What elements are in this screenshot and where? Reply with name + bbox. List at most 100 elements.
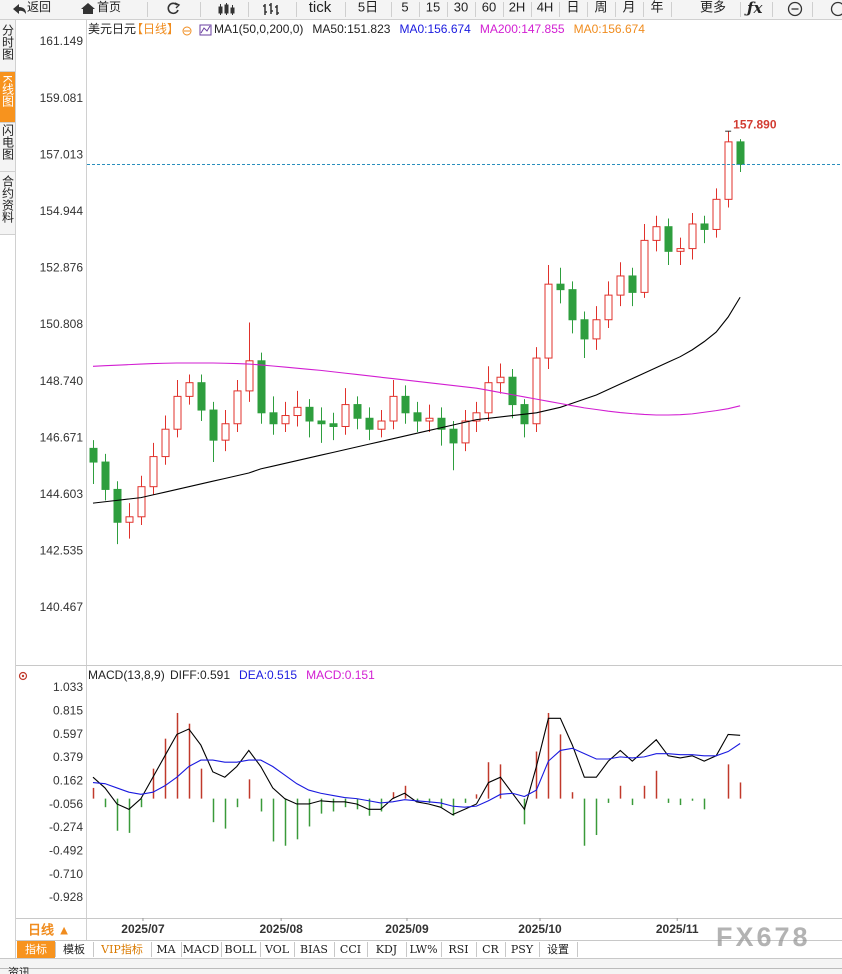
toolbar-item[interactable]: 2H bbox=[509, 0, 526, 14]
home-button[interactable]: 首页 bbox=[97, 0, 121, 14]
candle-body bbox=[425, 417, 434, 422]
candle-body bbox=[496, 376, 505, 384]
toolbar-item[interactable]: tick bbox=[309, 0, 332, 16]
x-tick-label: 2025/08 bbox=[259, 922, 303, 936]
zoom-out-icon[interactable] bbox=[787, 1, 803, 17]
toolbar-item[interactable]: 4H bbox=[537, 0, 554, 14]
collapse-icon[interactable] bbox=[182, 26, 192, 36]
candle-body bbox=[125, 516, 134, 523]
indicator-tab[interactable]: CCI bbox=[340, 943, 361, 956]
indicator-tab[interactable]: 模板 bbox=[63, 942, 85, 956]
sidebar-tab[interactable]: K线图 bbox=[1, 75, 15, 107]
footer-text: 资讯 bbox=[8, 966, 30, 974]
indicator-tab[interactable]: KDJ bbox=[376, 943, 397, 956]
period-button[interactable]: 日线 ▲ bbox=[28, 922, 70, 937]
legend-item: MA0:156.674 bbox=[574, 22, 646, 36]
indicator-tab[interactable]: LW% bbox=[409, 943, 437, 956]
zoom-in-icon[interactable] bbox=[830, 1, 842, 17]
y-tick-label: 146.671 bbox=[40, 430, 84, 444]
candle-body bbox=[305, 406, 314, 422]
candle-body bbox=[377, 420, 386, 430]
candle-body bbox=[113, 488, 122, 523]
candle-body bbox=[389, 395, 398, 422]
indicator-tab[interactable]: BIAS bbox=[300, 943, 328, 956]
indicator-tab[interactable]: MA bbox=[156, 943, 176, 956]
candle-body bbox=[317, 420, 326, 425]
sidebar-tab[interactable]: 分时图 bbox=[1, 24, 15, 60]
candle-body bbox=[161, 428, 170, 458]
macd-line bbox=[92, 717, 741, 816]
x-tick-label: 2025/11 bbox=[656, 922, 699, 936]
toolbar-item[interactable]: 更多 bbox=[700, 0, 726, 14]
x-tick-label: 2025/07 bbox=[121, 922, 165, 936]
toolbar-item[interactable]: 60 bbox=[482, 0, 496, 14]
legend-item: MA0:156.674 bbox=[399, 22, 471, 36]
candle-icon[interactable] bbox=[218, 3, 235, 15]
candle-body bbox=[197, 382, 206, 411]
indicator-tab[interactable]: VOL bbox=[264, 943, 290, 956]
candle-body bbox=[688, 223, 697, 250]
legend-item: MACD:0.151 bbox=[306, 668, 375, 682]
back-icon[interactable] bbox=[13, 4, 26, 14]
bar-chart-icon[interactable] bbox=[263, 3, 279, 15]
candle-body bbox=[329, 423, 338, 427]
sidebar-tab[interactable]: 合约资料 bbox=[1, 174, 15, 223]
toolbar-item[interactable]: 周 bbox=[594, 0, 607, 14]
settings-icon[interactable] bbox=[18, 671, 28, 681]
indicator-tab[interactable]: CR bbox=[482, 943, 499, 956]
candle-body bbox=[580, 319, 589, 340]
candle-body bbox=[592, 319, 601, 340]
indicator-tab[interactable]: 指标 bbox=[25, 942, 47, 956]
candle-body bbox=[233, 390, 242, 425]
formula-icon[interactable]: ƒx bbox=[744, 0, 763, 17]
legend-item: MA200:147.855 bbox=[480, 22, 565, 36]
indicator-icon[interactable] bbox=[199, 24, 212, 36]
legend-item: DEA:0.515 bbox=[239, 668, 297, 682]
toolbar-item[interactable]: 5日 bbox=[358, 0, 378, 14]
candle-body bbox=[724, 141, 733, 200]
candle-body bbox=[712, 198, 721, 230]
candle-body bbox=[101, 461, 110, 490]
toolbar-item[interactable]: 月 bbox=[622, 0, 635, 14]
candle-body bbox=[640, 239, 649, 293]
candle-body bbox=[664, 226, 673, 252]
x-tick-label: 2025/10 bbox=[518, 922, 562, 936]
candle-body bbox=[137, 486, 146, 518]
refresh-icon[interactable] bbox=[167, 2, 179, 15]
settings-icon-dot bbox=[21, 674, 25, 678]
toolbar-item[interactable]: 15 bbox=[426, 0, 440, 14]
tab-active bbox=[17, 941, 55, 958]
y-tick-label: -0.710 bbox=[49, 867, 83, 881]
toolbar-item[interactable]: 5 bbox=[401, 0, 408, 14]
candle-body bbox=[341, 404, 350, 427]
y-tick-label: 148.740 bbox=[40, 374, 84, 388]
candle-body bbox=[185, 382, 194, 397]
indicator-tab[interactable]: MACD bbox=[183, 943, 220, 956]
sidebar-tab[interactable]: 闪电图 bbox=[1, 124, 15, 160]
indicator-tab[interactable]: BOLL bbox=[225, 943, 258, 956]
y-tick-label: 0.597 bbox=[53, 727, 83, 741]
candle-body bbox=[293, 406, 302, 417]
period-button-bg[interactable] bbox=[16, 919, 86, 940]
indicator-tab[interactable]: 设置 bbox=[547, 943, 569, 956]
footer bbox=[0, 959, 842, 974]
macd-title: MACD(13,8,9) bbox=[88, 668, 165, 682]
indicator-icon-line bbox=[200, 25, 211, 34]
candle-body bbox=[652, 226, 661, 241]
home-icon[interactable] bbox=[81, 3, 95, 14]
y-tick-label: -0.056 bbox=[49, 797, 83, 811]
toolbar-item[interactable]: 日 bbox=[566, 0, 579, 14]
indicator-tab[interactable]: VIP指标 bbox=[100, 942, 143, 956]
toolbar-item[interactable]: 30 bbox=[454, 0, 468, 14]
ma-line bbox=[92, 362, 741, 416]
candle-body bbox=[269, 412, 278, 425]
y-tick-label: 144.603 bbox=[40, 487, 84, 501]
back-button[interactable]: 返回 bbox=[27, 0, 51, 14]
y-tick-label: 1.033 bbox=[53, 680, 83, 694]
candle-body bbox=[736, 141, 745, 165]
candle-body bbox=[353, 404, 362, 419]
indicator-tab[interactable]: RSI bbox=[448, 943, 468, 956]
indicator-tab[interactable]: PSY bbox=[511, 943, 534, 956]
toolbar-item[interactable]: 年 bbox=[650, 0, 663, 14]
